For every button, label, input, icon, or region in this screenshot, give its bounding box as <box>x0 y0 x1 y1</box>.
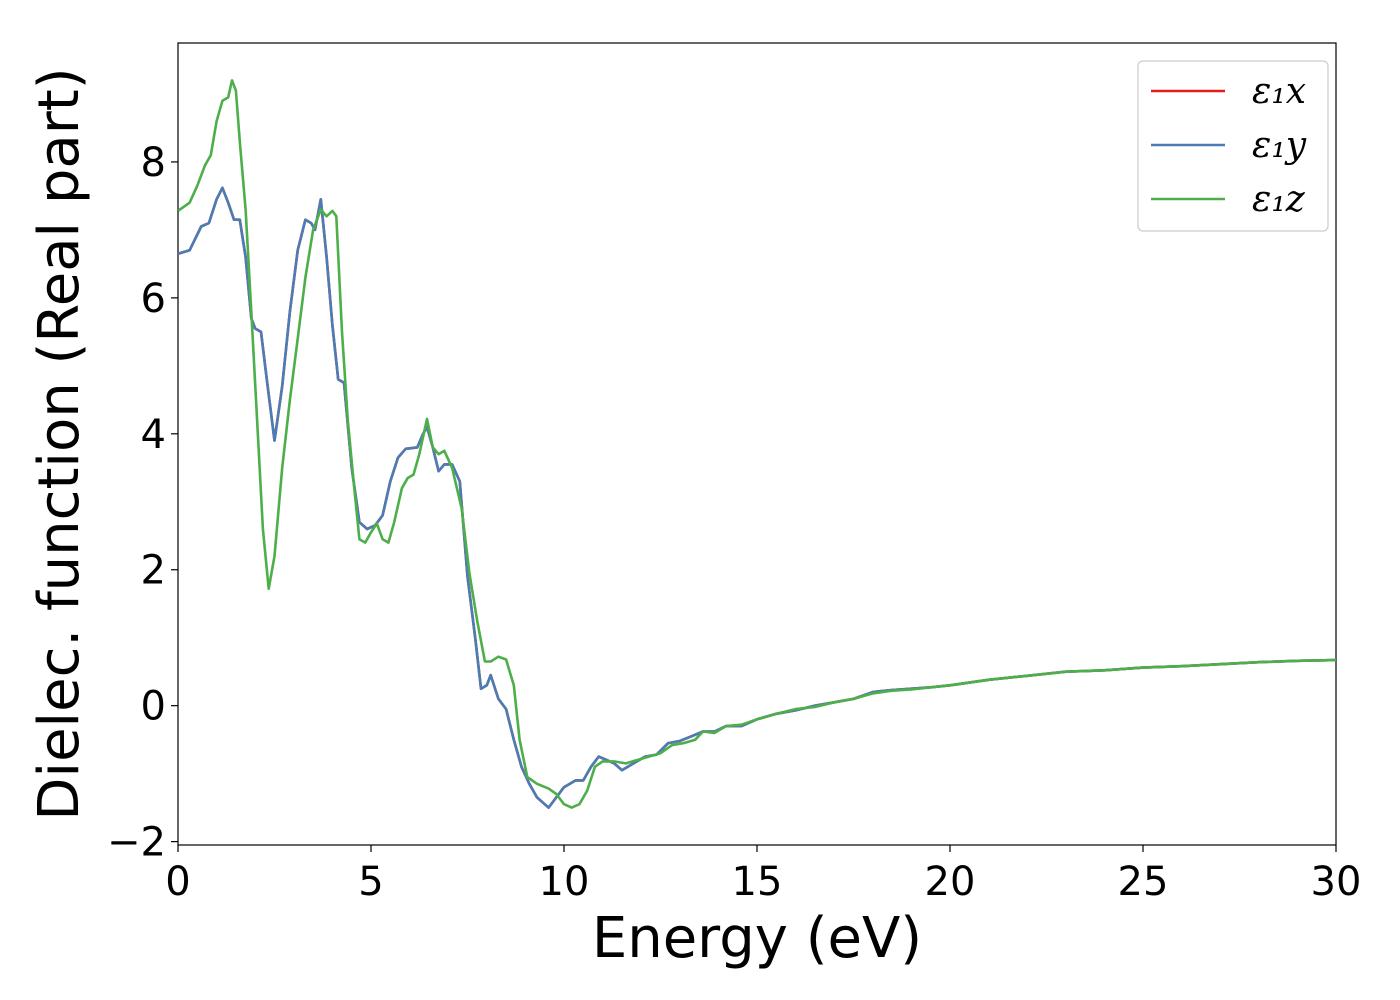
x-axis-label: Energy (eV) <box>592 906 922 971</box>
y-axis: −2 0 2 4 6 8 <box>107 140 178 866</box>
legend-label: ε₁z <box>1252 179 1306 220</box>
y-tick-label: −2 <box>107 820 166 866</box>
legend-label: ε₁x <box>1252 71 1306 112</box>
series-line-3 <box>178 79 1336 809</box>
x-tick-label: 5 <box>358 859 383 905</box>
legend: ε₁x ε₁y ε₁z <box>1137 60 1329 232</box>
x-axis: 0 5 10 15 20 25 30 <box>165 845 1361 905</box>
y-tick-label: 8 <box>141 140 166 186</box>
x-tick-label: 15 <box>732 859 783 905</box>
y-tick-label: 0 <box>141 684 166 730</box>
y-tick-label: 6 <box>141 276 166 322</box>
y-axis-label: Dielec. function (Real part) <box>27 67 92 820</box>
y-tick-label: 2 <box>141 548 166 594</box>
legend-label: ε₁y <box>1252 125 1307 166</box>
legend-box <box>1137 60 1329 232</box>
x-tick-label: 0 <box>165 859 190 905</box>
x-tick-label: 30 <box>1311 859 1362 905</box>
x-tick-label: 20 <box>925 859 976 905</box>
x-tick-label: 10 <box>539 859 590 905</box>
series-lines <box>178 79 1336 809</box>
y-tick-label: 4 <box>141 412 166 458</box>
x-tick-label: 25 <box>1118 859 1169 905</box>
